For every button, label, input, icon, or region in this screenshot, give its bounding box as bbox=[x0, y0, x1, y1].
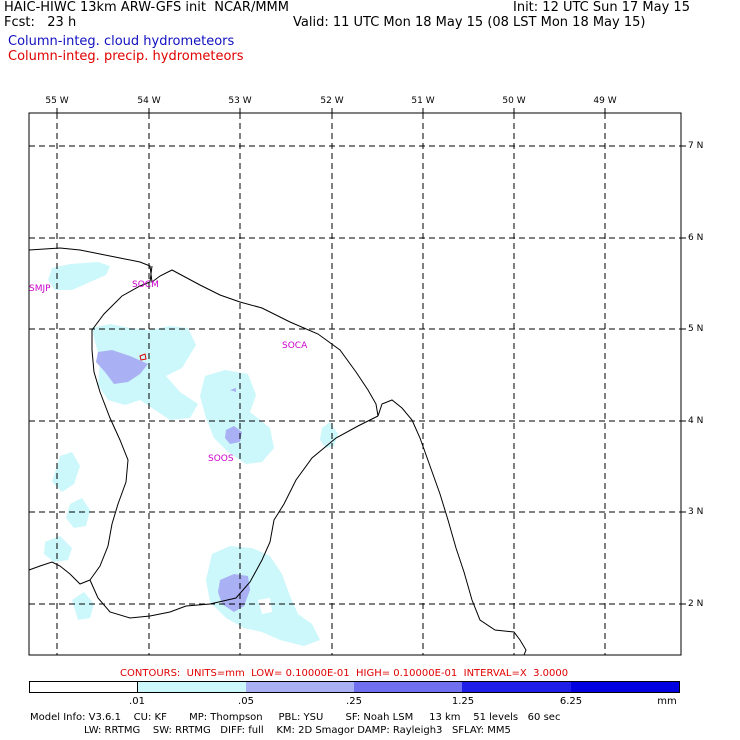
legend-label: 1.25 bbox=[451, 696, 475, 707]
legend-swatch bbox=[30, 682, 138, 692]
coastline bbox=[28, 247, 527, 656]
station-label: SMJP bbox=[29, 284, 51, 294]
lat-label: 5 N bbox=[688, 324, 704, 334]
lat-label: 4 N bbox=[688, 416, 704, 426]
field-cloud-label: Column-integ. cloud hydrometeors bbox=[8, 34, 235, 49]
lon-label: 55 W bbox=[45, 96, 69, 106]
model-info-line2: LW: RRTMG SW: RRTMG DIFF: full KM: 2D Sm… bbox=[30, 725, 511, 736]
legend-label: .01 bbox=[129, 696, 145, 707]
lon-label: 52 W bbox=[320, 96, 344, 106]
lat-label: 6 N bbox=[688, 233, 704, 243]
lon-label: 49 W bbox=[593, 96, 617, 106]
legend-label: .05 bbox=[238, 696, 254, 707]
lon-label: 54 W bbox=[137, 96, 161, 106]
cloud-shading bbox=[44, 262, 338, 646]
lat-lon-grid bbox=[29, 113, 681, 655]
legend-swatch bbox=[570, 682, 679, 692]
legend-swatch bbox=[137, 682, 246, 692]
station-label: SOOS bbox=[208, 454, 234, 464]
precip-contour bbox=[139, 353, 147, 361]
lon-label: 50 W bbox=[502, 96, 526, 106]
field-precip-label: Column-integ. precip. hydrometeors bbox=[8, 49, 244, 64]
legend-label: .25 bbox=[346, 696, 362, 707]
legend-label: 6.25 bbox=[559, 696, 583, 707]
legend-swatch bbox=[462, 682, 571, 692]
frame-ticks bbox=[56, 108, 686, 605]
contours-info: CONTOURS: UNITS=mm LOW= 0.10000E-01 HIGH… bbox=[120, 668, 569, 679]
plot-title: HAIC-HIWC 13km ARW-GFS init NCAR/MMM bbox=[4, 0, 289, 15]
precip-shading bbox=[96, 350, 250, 612]
valid-time: Valid: 11 UTC Mon 18 May 15 (08 LST Mon … bbox=[293, 15, 646, 30]
legend-colorbar bbox=[29, 681, 680, 693]
legend-swatch bbox=[353, 682, 463, 692]
station-label: SOCM bbox=[132, 280, 159, 290]
legend-swatch bbox=[245, 682, 354, 692]
station-label: SOCA bbox=[282, 341, 308, 351]
lon-label: 51 W bbox=[411, 96, 435, 106]
lat-label: 2 N bbox=[688, 599, 704, 609]
init-time: Init: 12 UTC Sun 17 May 15 bbox=[513, 0, 690, 15]
legend-units: mm bbox=[657, 696, 677, 707]
lat-label: 7 N bbox=[688, 141, 704, 151]
model-info-line1: Model Info: V3.6.1 CU: KF MP: Thompson P… bbox=[30, 712, 561, 723]
lon-label: 53 W bbox=[228, 96, 252, 106]
forecast-hour: Fcst: 23 h bbox=[4, 15, 77, 30]
map-frame bbox=[28, 112, 682, 656]
lat-label: 3 N bbox=[688, 507, 704, 517]
